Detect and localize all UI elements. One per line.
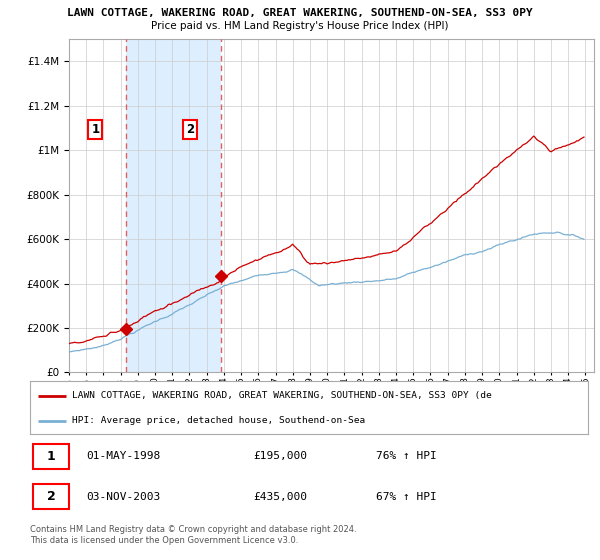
Text: 2: 2 — [47, 491, 55, 503]
Text: HPI: Average price, detached house, Southend-on-Sea: HPI: Average price, detached house, Sout… — [72, 416, 365, 425]
Text: 1: 1 — [91, 123, 100, 136]
Text: £195,000: £195,000 — [253, 451, 307, 461]
Text: 67% ↑ HPI: 67% ↑ HPI — [376, 492, 437, 502]
FancyBboxPatch shape — [33, 484, 69, 510]
Text: 2: 2 — [186, 123, 194, 136]
Text: Price paid vs. HM Land Registry's House Price Index (HPI): Price paid vs. HM Land Registry's House … — [151, 21, 449, 31]
Text: Contains HM Land Registry data © Crown copyright and database right 2024.: Contains HM Land Registry data © Crown c… — [30, 525, 356, 534]
Text: 01-MAY-1998: 01-MAY-1998 — [86, 451, 160, 461]
FancyBboxPatch shape — [33, 444, 69, 469]
Text: LAWN COTTAGE, WAKERING ROAD, GREAT WAKERING, SOUTHEND-ON-SEA, SS3 0PY (de: LAWN COTTAGE, WAKERING ROAD, GREAT WAKER… — [72, 391, 491, 400]
Text: 76% ↑ HPI: 76% ↑ HPI — [376, 451, 437, 461]
Bar — [127, 39, 221, 372]
Text: £435,000: £435,000 — [253, 492, 307, 502]
Text: 1: 1 — [47, 450, 55, 463]
Text: LAWN COTTAGE, WAKERING ROAD, GREAT WAKERING, SOUTHEND-ON-SEA, SS3 0PY: LAWN COTTAGE, WAKERING ROAD, GREAT WAKER… — [67, 8, 533, 18]
Text: This data is licensed under the Open Government Licence v3.0.: This data is licensed under the Open Gov… — [30, 536, 298, 545]
Text: 03-NOV-2003: 03-NOV-2003 — [86, 492, 160, 502]
